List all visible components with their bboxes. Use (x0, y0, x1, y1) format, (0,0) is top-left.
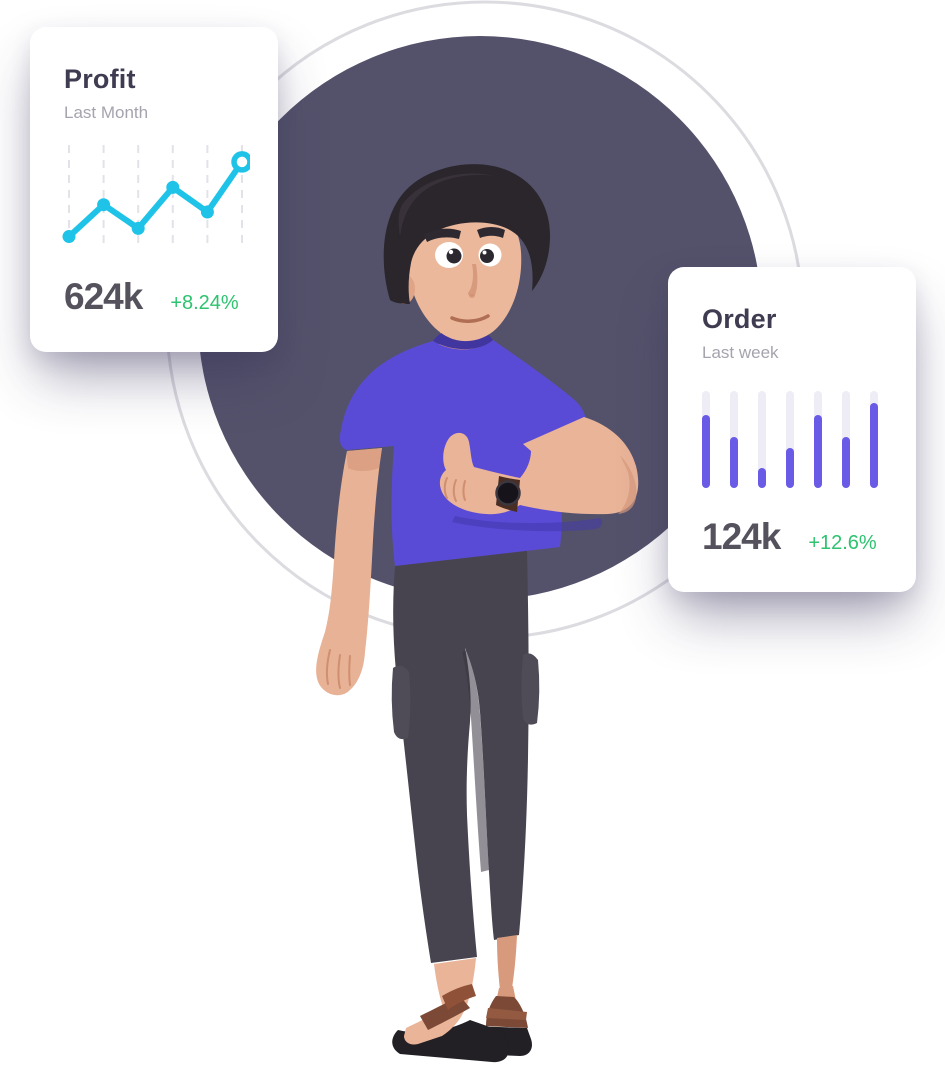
eye-left (435, 242, 463, 268)
fist-knuckle-lines (443, 477, 466, 502)
order-change-badge: +12.6% (808, 532, 877, 554)
pants (393, 548, 529, 963)
data-point (166, 180, 180, 194)
hair (383, 164, 551, 304)
hand-left-fingers (325, 649, 351, 689)
arm-left (316, 448, 382, 696)
bar-track (786, 391, 794, 488)
order-card-title: Order (702, 304, 777, 334)
arm-shadow-on-shirt (452, 516, 603, 532)
profit-line-chart (62, 145, 250, 244)
elbow-shade (618, 455, 637, 514)
eyebrow-right (477, 227, 505, 238)
bar-track (702, 391, 710, 488)
bar-fill (702, 415, 710, 488)
order-card: Order Last week 124k +12.6% (668, 267, 916, 592)
watch-face (495, 480, 521, 506)
profit-card-subtitle: Last Month (64, 103, 149, 122)
bar-track (814, 391, 822, 488)
ankle-back (497, 935, 517, 990)
bar-track (758, 391, 766, 488)
profit-card-title: Profit (64, 64, 136, 94)
wristwatch (495, 476, 521, 512)
pants-inseam-shadow (462, 650, 489, 872)
order-card-subtitle: Last week (702, 343, 779, 362)
data-point-last-ring (231, 151, 250, 173)
arm-right-thumbs-up (439, 417, 639, 515)
cargo-pocket-right (521, 653, 540, 725)
sandal-front-sole (392, 1020, 509, 1063)
data-point (62, 230, 76, 244)
nose (468, 264, 478, 297)
eyebrow-left (424, 228, 461, 242)
bar-track (730, 391, 738, 488)
data-point (200, 205, 214, 219)
sandal-front-strap-heel (442, 984, 476, 1010)
order-card-stats: 124k +12.6% (702, 516, 877, 558)
bar-fill (786, 448, 794, 488)
sandal-front-strap-toe (420, 996, 470, 1030)
bar-track (842, 391, 850, 488)
mouth (450, 314, 490, 323)
profit-card: Profit Last Month 624k +8.24% (30, 27, 278, 352)
profit-line-series (66, 158, 245, 240)
bar-fill (842, 436, 850, 488)
arm-left-sleeve-shadow (347, 448, 382, 471)
data-point (131, 221, 145, 235)
profit-change-badge: +8.24% (170, 292, 239, 314)
sandal-back-strap-band (486, 1008, 527, 1020)
bar-fill (870, 402, 878, 488)
bar-fill (758, 467, 766, 488)
bar-fill (814, 415, 822, 488)
bar-track (870, 391, 878, 488)
order-bar-chart (702, 391, 896, 488)
profit-value: 624k (64, 276, 143, 317)
nostril-shade (469, 294, 475, 298)
man-illustration (316, 164, 639, 1063)
data-point (97, 198, 111, 212)
order-value: 124k (702, 516, 781, 557)
cargo-pocket-left (391, 665, 411, 740)
bar-fill (730, 436, 738, 488)
profit-card-stats: 624k +8.24% (64, 276, 239, 318)
hair-highlight (398, 173, 494, 236)
eye-right (478, 243, 502, 267)
